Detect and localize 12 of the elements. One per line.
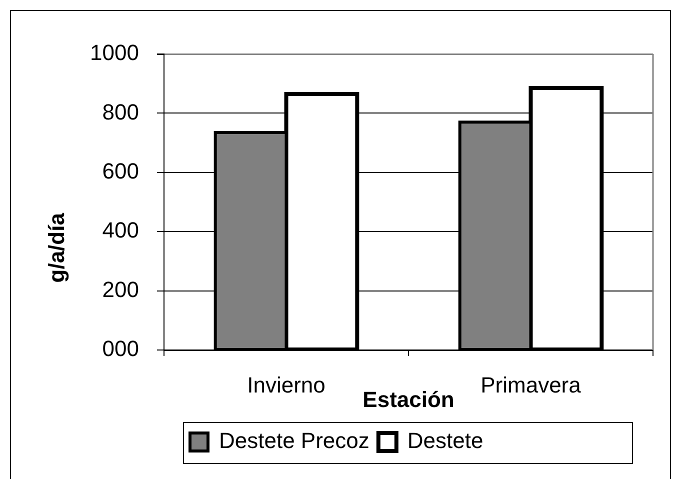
x-tick-label: Invierno bbox=[247, 372, 326, 398]
y-tick-label: 400 bbox=[102, 218, 139, 243]
y-tick-label: 200 bbox=[102, 276, 139, 302]
y-tick-label: 000 bbox=[102, 336, 139, 362]
y-tick-label: 800 bbox=[102, 99, 139, 124]
x-axis-title: Estación bbox=[362, 386, 454, 412]
legend-label: Destete Precoz bbox=[219, 428, 370, 454]
legend-label: Destete bbox=[407, 428, 484, 454]
x-tick-label: Primavera bbox=[480, 372, 582, 398]
y-tick-label: 600 bbox=[102, 158, 139, 184]
y-axis-title: g/a/día bbox=[44, 212, 70, 283]
y-tick-label: 1000 bbox=[90, 40, 139, 66]
